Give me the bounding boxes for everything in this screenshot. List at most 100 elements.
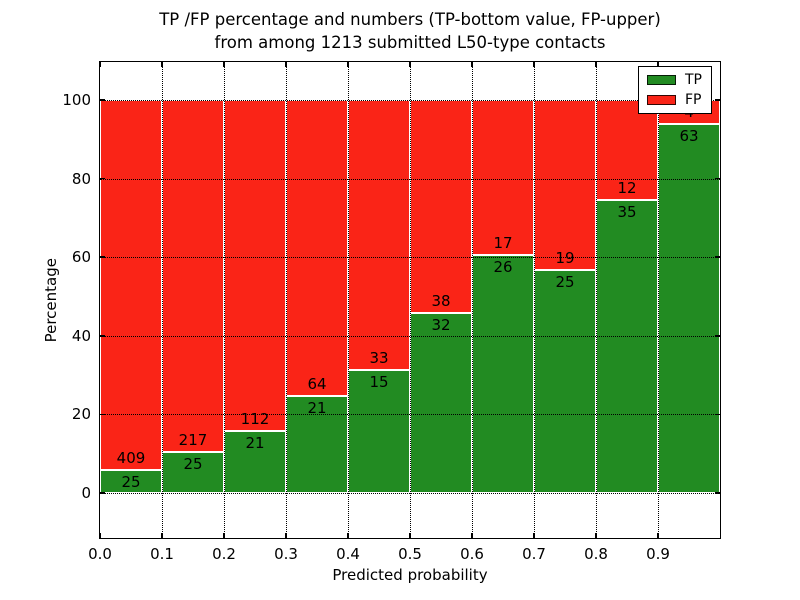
x-tick-mark bbox=[223, 533, 225, 538]
tp-color-swatch bbox=[647, 75, 676, 85]
fp-count-label: 64 bbox=[307, 374, 327, 393]
x-tick-mark bbox=[595, 62, 597, 67]
tp-count-label: 35 bbox=[617, 203, 637, 222]
y-tick-mark bbox=[100, 256, 105, 259]
x-gridline bbox=[162, 62, 163, 538]
x-tick-label: 0.1 bbox=[150, 545, 174, 563]
x-gridline bbox=[534, 62, 535, 538]
chart-title-line1: TP /FP percentage and numbers (TP-bottom… bbox=[159, 10, 661, 29]
x-gridline bbox=[596, 62, 597, 538]
x-tick-mark bbox=[409, 533, 411, 538]
y-tick-mark bbox=[100, 413, 105, 416]
x-tick-label: 0.8 bbox=[584, 545, 608, 563]
legend-label-tp: TP bbox=[685, 72, 702, 88]
x-tick-mark bbox=[533, 533, 535, 538]
y-tick-mark bbox=[100, 177, 105, 180]
x-gridline bbox=[286, 62, 287, 538]
y-tick-mark bbox=[100, 334, 105, 337]
tp-bar-segment bbox=[534, 269, 596, 493]
tp-count-label: 26 bbox=[493, 258, 513, 277]
tp-bar-segment bbox=[100, 470, 162, 493]
tp-bar-segment bbox=[658, 123, 720, 493]
y-tick-mark bbox=[100, 99, 105, 101]
fp-count-label: 38 bbox=[431, 292, 451, 311]
x-axis-label: Predicted probability bbox=[332, 566, 488, 584]
fp-bar-segment bbox=[100, 100, 162, 471]
chart-title: TP /FP percentage and numbers (TP-bottom… bbox=[100, 9, 720, 55]
tp-count-label: 21 bbox=[307, 398, 327, 417]
legend: TP FP bbox=[638, 66, 712, 114]
x-gridline bbox=[658, 62, 659, 538]
y-tick-mark bbox=[715, 492, 720, 494]
x-tick-label: 0.6 bbox=[460, 545, 484, 563]
x-tick-mark bbox=[409, 62, 411, 67]
x-tick-mark bbox=[99, 533, 101, 538]
y-tick-mark bbox=[715, 99, 720, 101]
tp-bar-segment bbox=[472, 255, 534, 493]
y-tick-label: 0 bbox=[81, 483, 91, 502]
y-gridline bbox=[100, 335, 720, 337]
fp-count-label: 12 bbox=[617, 179, 637, 198]
y-gridline bbox=[100, 100, 720, 102]
fp-count-label: 112 bbox=[240, 409, 270, 428]
y-axis-label: Percentage bbox=[42, 257, 60, 343]
y-tick-mark bbox=[715, 334, 720, 337]
y-gridline bbox=[100, 492, 720, 494]
fp-count-label: 409 bbox=[116, 449, 146, 468]
x-tick-mark bbox=[347, 62, 349, 67]
x-tick-label: 0.4 bbox=[336, 545, 360, 563]
x-tick-mark bbox=[471, 62, 473, 67]
y-gridline bbox=[100, 178, 720, 180]
tp-count-label: 21 bbox=[245, 433, 265, 452]
x-tick-label: 0.2 bbox=[212, 545, 236, 563]
x-gridline bbox=[224, 62, 225, 538]
x-tick-mark bbox=[471, 533, 473, 538]
y-tick-mark bbox=[715, 177, 720, 180]
fp-bar-segment bbox=[596, 100, 658, 201]
x-tick-mark bbox=[161, 533, 163, 538]
y-tick-mark bbox=[715, 413, 720, 416]
tp-bar-segment bbox=[410, 313, 472, 493]
fp-bar-segment bbox=[286, 100, 348, 396]
tp-count-label: 15 bbox=[369, 373, 389, 392]
tp-bar-segment bbox=[162, 452, 224, 493]
x-tick-label: 0.7 bbox=[522, 545, 546, 563]
bars-layer bbox=[100, 62, 720, 538]
x-tick-mark bbox=[223, 62, 225, 67]
y-tick-label: 80 bbox=[71, 169, 91, 188]
x-tick-mark bbox=[533, 62, 535, 67]
x-tick-mark bbox=[99, 62, 101, 67]
y-tick-label: 60 bbox=[71, 248, 91, 267]
fp-count-label: 33 bbox=[369, 349, 389, 368]
legend-entry-fp: FP bbox=[647, 92, 702, 108]
x-tick-label: 0.9 bbox=[646, 545, 670, 563]
x-tick-label: 0.0 bbox=[88, 545, 112, 563]
tp-count-label: 63 bbox=[679, 126, 699, 145]
fp-bar-segment bbox=[162, 100, 224, 453]
tp-count-label: 25 bbox=[183, 455, 203, 474]
x-tick-label: 0.5 bbox=[398, 545, 422, 563]
grid-layer bbox=[100, 62, 720, 538]
ticks-layer: 0.0 0.1 0.2 0.3 0.4 0.5 0.6 0.7 0.8 0.9 0 20 40 60 80 1… bbox=[62, 62, 720, 563]
y-tick-label: 40 bbox=[71, 326, 91, 345]
fp-bar-segment bbox=[534, 100, 596, 270]
plot-area: 409 25 217 25 112 21 64 21 33 15 38 32 17 26 19 25 12 35 4… bbox=[42, 61, 721, 584]
fp-count-label: 217 bbox=[178, 431, 208, 450]
fp-color-swatch bbox=[647, 95, 676, 105]
x-gridline bbox=[348, 62, 349, 538]
x-tick-mark bbox=[285, 62, 287, 67]
x-gridline bbox=[472, 62, 473, 538]
y-gridline bbox=[100, 414, 720, 416]
y-tick-label: 100 bbox=[62, 91, 91, 110]
tp-count-label: 25 bbox=[121, 473, 141, 492]
legend-label-fp: FP bbox=[685, 92, 702, 108]
fp-bar-segment bbox=[348, 100, 410, 371]
tp-count-label: 25 bbox=[555, 272, 575, 291]
legend-entry-tp: TP bbox=[647, 72, 702, 88]
x-tick-mark bbox=[657, 62, 659, 67]
x-tick-label: 0.3 bbox=[274, 545, 298, 563]
x-gridline bbox=[410, 62, 411, 538]
x-tick-mark bbox=[285, 533, 287, 538]
tp-bar-segment bbox=[348, 370, 410, 493]
